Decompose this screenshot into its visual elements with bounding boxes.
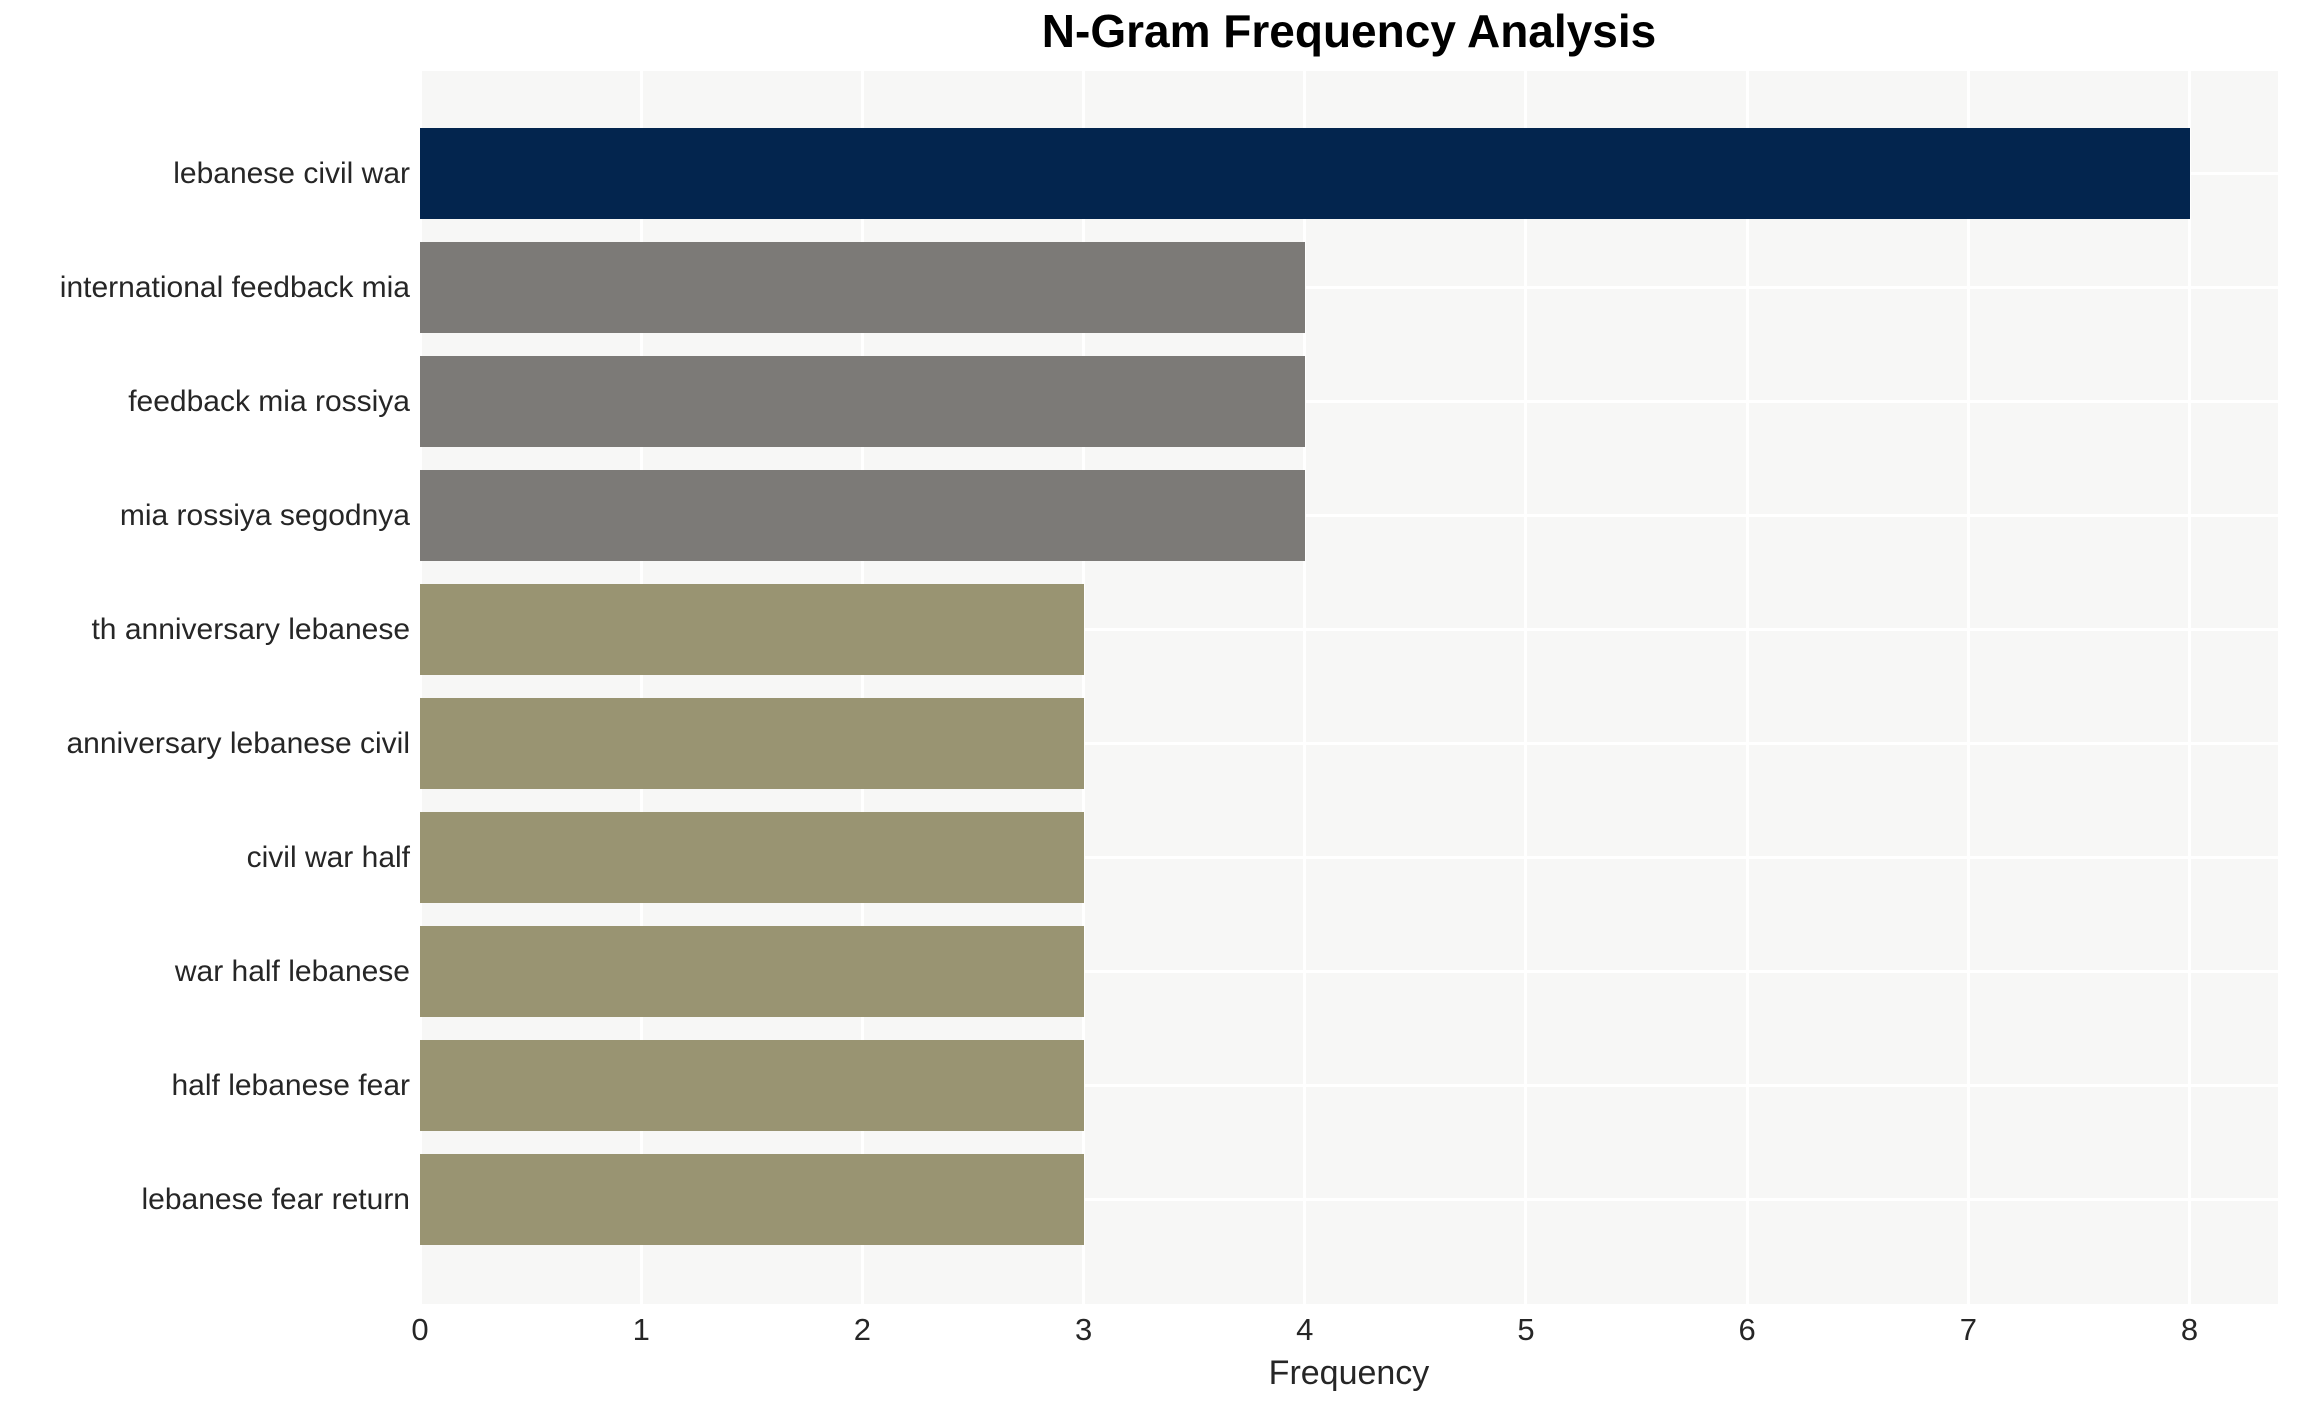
x-gridline bbox=[418, 71, 422, 1304]
y-axis-label: mia rossiya segodnya bbox=[119, 498, 410, 532]
y-gridline bbox=[420, 970, 2278, 973]
x-gridline bbox=[639, 71, 643, 1304]
y-axis-label: lebanese fear return bbox=[141, 1182, 410, 1216]
y-gridline bbox=[420, 400, 2278, 403]
y-axis-label: civil war half bbox=[246, 840, 410, 874]
chart-title: N-Gram Frequency Analysis bbox=[1041, 5, 1657, 57]
bar-lebanese-civil-war bbox=[420, 128, 2190, 219]
x-tick-label: 7 bbox=[1959, 1312, 1977, 1347]
x-gridline bbox=[1745, 71, 1749, 1304]
y-gridline bbox=[420, 742, 2278, 745]
y-gridline bbox=[420, 1198, 2278, 1201]
y-axis-label: war half lebanese bbox=[174, 954, 410, 988]
y-axis-label: th anniversary lebanese bbox=[91, 612, 410, 646]
x-tick-label: 1 bbox=[632, 1312, 650, 1347]
bar-feedback-mia-rossiya bbox=[420, 356, 1305, 447]
y-axis-label: lebanese civil war bbox=[173, 156, 410, 190]
bar-th-anniversary-lebanese bbox=[420, 584, 1084, 675]
bar-anniversary-lebanese-civil bbox=[420, 698, 1084, 789]
x-gridline bbox=[1082, 71, 1086, 1304]
bar-civil-war-half bbox=[420, 812, 1084, 903]
x-tick-label: 5 bbox=[1517, 1312, 1535, 1347]
x-tick-label: 3 bbox=[1074, 1312, 1093, 1347]
x-tick-label: 4 bbox=[1296, 1312, 1314, 1347]
bar-lebanese-fear-return bbox=[420, 1154, 1084, 1245]
x-gridline bbox=[1524, 71, 1528, 1304]
x-tick-label: 0 bbox=[411, 1312, 429, 1347]
x-tick-label: 6 bbox=[1738, 1312, 1756, 1347]
x-gridline bbox=[2188, 71, 2192, 1304]
y-gridline bbox=[420, 1084, 2278, 1087]
bar-mia-rossiya-segodnya bbox=[420, 470, 1305, 561]
x-tick-label: 8 bbox=[2180, 1312, 2199, 1347]
x-gridline bbox=[860, 71, 864, 1304]
y-gridline bbox=[420, 286, 2278, 289]
y-axis-label: anniversary lebanese civil bbox=[66, 726, 410, 760]
x-axis-title: Frequency bbox=[1268, 1354, 1430, 1392]
bar-war-half-lebanese bbox=[420, 926, 1084, 1017]
x-tick-label: 2 bbox=[853, 1312, 871, 1347]
y-gridline bbox=[420, 514, 2278, 517]
x-gridline bbox=[1303, 71, 1307, 1304]
x-gridline bbox=[1966, 71, 1970, 1304]
bar-international-feedback-mia bbox=[420, 242, 1305, 333]
y-axis-label: half lebanese fear bbox=[171, 1068, 410, 1102]
y-axis-label: feedback mia rossiya bbox=[128, 384, 410, 418]
y-axis-label: international feedback mia bbox=[59, 270, 410, 304]
plot-area bbox=[418, 71, 2278, 1304]
bar-half-lebanese-fear bbox=[420, 1040, 1084, 1131]
y-gridline bbox=[420, 856, 2278, 859]
y-gridline bbox=[420, 628, 2278, 631]
